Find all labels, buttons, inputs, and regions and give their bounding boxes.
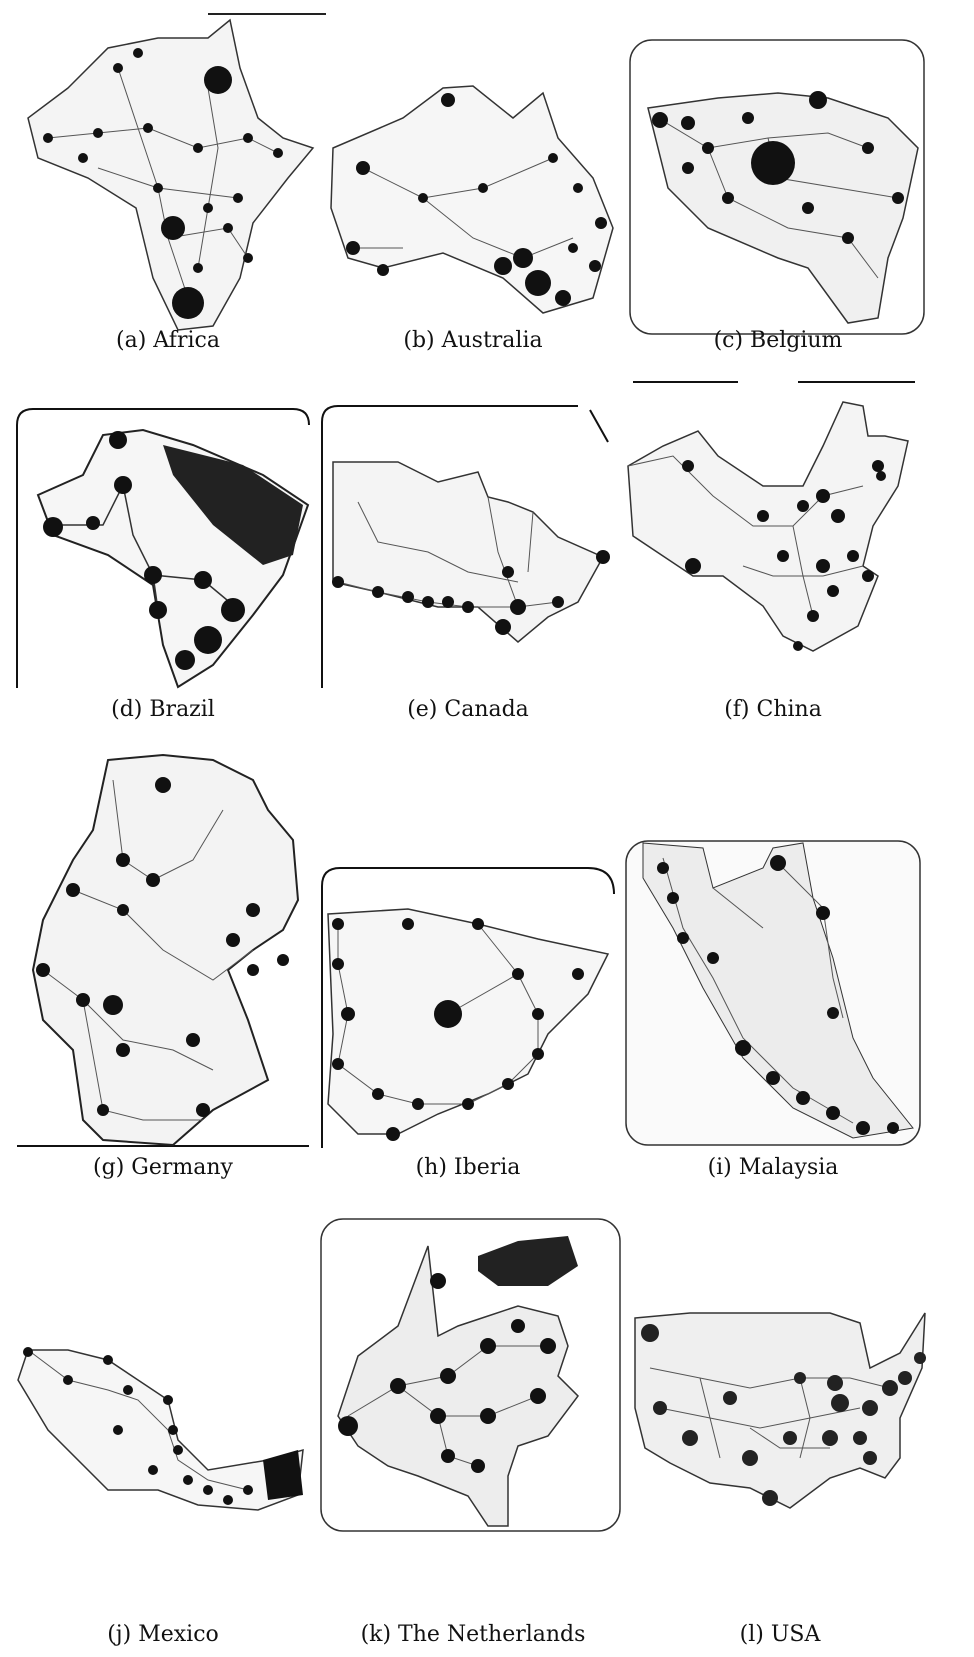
caption-mexico: (j) Mexico (107, 1622, 219, 1647)
panel-usa (630, 1308, 930, 1528)
map-image-germany (17, 753, 309, 1147)
panel-mexico (8, 1320, 313, 1525)
map-image-belgium (629, 39, 925, 335)
map-image-australia (330, 85, 614, 314)
caption-usa: (l) USA (739, 1622, 821, 1647)
panel-netherlands (318, 1216, 623, 1616)
map-image-usa (634, 1312, 926, 1509)
panel-belgium (628, 38, 928, 338)
map-image-mexico (17, 1347, 304, 1511)
caption-china: (f) China (724, 697, 822, 722)
panel-africa (8, 8, 328, 338)
caption-germany: (g) Germany (93, 1155, 233, 1180)
map-image-netherlands (320, 1218, 621, 1532)
caption-brazil: (d) Brazil (111, 697, 215, 722)
map-image-africa (27, 13, 326, 331)
panel-malaysia (623, 838, 923, 1150)
caption-netherlands: (k) The Netherlands (360, 1622, 586, 1647)
panel-china (623, 376, 923, 690)
caption-belgium: (c) Belgium (713, 328, 843, 353)
map-image-brazil (16, 408, 310, 689)
caption-iberia: (h) Iberia (415, 1155, 521, 1180)
panel-germany (13, 750, 313, 1150)
caption-malaysia: (i) Malaysia (707, 1155, 839, 1180)
map-image-canada (321, 405, 610, 688)
panel-iberia (318, 864, 618, 1150)
panel-canada (318, 402, 618, 690)
panel-australia (323, 8, 623, 338)
caption-australia: (b) Australia (403, 328, 543, 353)
caption-africa: (a) Africa (116, 328, 220, 353)
panel-brazil (13, 405, 313, 690)
caption-canada: (e) Canada (407, 697, 529, 722)
map-image-iberia (321, 867, 615, 1148)
map-image-china (627, 381, 915, 652)
map-image-malaysia (625, 840, 921, 1146)
